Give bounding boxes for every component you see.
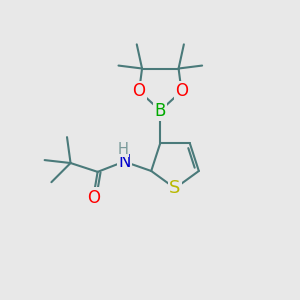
Text: S: S	[169, 179, 181, 197]
Text: N: N	[118, 153, 130, 171]
Text: O: O	[175, 82, 188, 100]
Text: O: O	[87, 189, 100, 207]
Text: O: O	[133, 82, 146, 100]
Text: H: H	[117, 142, 128, 157]
Text: B: B	[154, 102, 166, 120]
